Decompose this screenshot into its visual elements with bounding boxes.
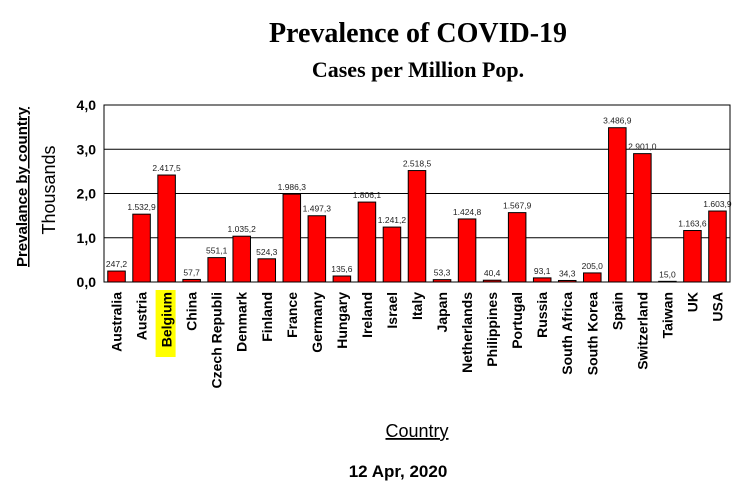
data-label: 1.497,3 xyxy=(303,204,332,214)
data-label: 1.532,9 xyxy=(127,202,156,212)
data-label: 247,2 xyxy=(106,259,128,269)
date-footer: 12 Apr, 2020 xyxy=(349,462,448,481)
data-label: 3.486,9 xyxy=(603,116,632,126)
x-tick-labels: Australia Austria Belgium China Czech Republ… xyxy=(109,290,725,388)
data-label: 1.035,2 xyxy=(228,224,257,234)
x-tick-label: Italy xyxy=(409,292,425,320)
bar xyxy=(683,230,702,283)
bar xyxy=(583,272,602,283)
data-labels: 247,2 1.532,9 2.417,5 57,7 551,1 1.035,2 524,3… xyxy=(106,116,732,280)
y-axis-unit: Thousands xyxy=(39,145,59,234)
x-tick-label: Netherlands xyxy=(459,292,475,373)
bar xyxy=(608,127,627,283)
bar xyxy=(282,193,302,283)
bar xyxy=(708,210,727,283)
bar xyxy=(207,257,226,283)
data-label: 34,3 xyxy=(559,268,576,278)
data-label: 2.901,0 xyxy=(628,142,657,152)
bar xyxy=(232,235,251,283)
data-label: 135,6 xyxy=(331,264,353,274)
y-tick-label: 1,0 xyxy=(77,230,97,246)
x-tick-label: Denmark xyxy=(234,292,250,352)
x-tick-label: Spain xyxy=(609,292,625,330)
bar xyxy=(633,153,652,283)
x-tick-label: Belgium xyxy=(159,292,175,347)
y-tick-label: 3,0 xyxy=(77,141,97,157)
chart-title: Prevalence of COVID-19 xyxy=(269,18,567,49)
x-tick-label: Portugal xyxy=(509,292,525,349)
x-tick-label: Taiwan xyxy=(659,292,675,338)
bars xyxy=(107,127,727,283)
data-label: 93,1 xyxy=(534,266,551,276)
x-tick-label: South Korea xyxy=(584,292,600,375)
x-tick-label: Finland xyxy=(259,292,275,342)
data-label: 205,0 xyxy=(582,261,604,271)
data-label: 2.417,5 xyxy=(152,163,181,173)
data-label: 1.603,9 xyxy=(703,199,732,209)
data-label: 1.986,3 xyxy=(278,182,307,192)
x-tick-label: Australia xyxy=(109,292,125,352)
bar xyxy=(457,218,477,283)
bar xyxy=(132,213,151,283)
chart-subtitle: Cases per Million Pop. xyxy=(312,57,524,82)
bar xyxy=(407,170,427,283)
y-tick-label: 4,0 xyxy=(77,97,97,113)
x-tick-label: Czech Republi xyxy=(209,292,225,388)
bar xyxy=(157,174,176,283)
bar xyxy=(532,277,552,283)
bar xyxy=(257,258,277,283)
x-tick-label: Israel xyxy=(384,292,400,329)
plot-frame xyxy=(103,104,731,283)
x-tick-label: USA xyxy=(709,292,725,322)
data-label: 2.518,5 xyxy=(403,159,432,169)
data-label: 57,7 xyxy=(183,267,200,277)
y-tick-label: 2,0 xyxy=(77,186,97,202)
data-label: 40,4 xyxy=(484,268,501,278)
bar xyxy=(382,226,402,283)
x-tick-label: Ireland xyxy=(359,292,375,338)
bar xyxy=(332,275,352,283)
x-tick-label: South Africa xyxy=(559,292,575,375)
data-label: 524,3 xyxy=(256,247,278,257)
x-tick-label: Germany xyxy=(309,292,325,353)
x-tick-label: Japan xyxy=(434,292,450,332)
y-tick-labels: 0,0 1,0 2,0 3,0 4,0 xyxy=(77,97,97,290)
highlight-box xyxy=(155,290,176,357)
y-axis-label: Prevalance by country xyxy=(14,106,31,267)
x-tick-label: Hungary xyxy=(334,292,350,349)
data-label: 15,0 xyxy=(659,269,676,279)
data-label: 1.241,2 xyxy=(378,215,407,225)
data-label: 1.567,9 xyxy=(503,201,532,211)
y-axis-titles: Prevalance by country Thousands xyxy=(14,106,59,267)
data-label: 53,3 xyxy=(434,268,451,278)
bar xyxy=(357,201,377,283)
x-tick-label: Philippines xyxy=(484,292,500,367)
x-tick-label: China xyxy=(184,292,200,331)
bar xyxy=(307,215,327,283)
x-tick-label: Austria xyxy=(134,292,150,340)
data-label: 1.424,8 xyxy=(453,207,482,217)
data-label: 1.806,1 xyxy=(353,190,382,200)
bar xyxy=(107,270,126,283)
x-tick-label: Russia xyxy=(534,292,550,338)
bar xyxy=(507,212,527,283)
x-tick-label: UK xyxy=(684,292,700,312)
x-tick-label: France xyxy=(284,292,300,338)
x-axis-label: Country xyxy=(385,421,448,441)
data-label: 551,1 xyxy=(206,246,228,256)
x-tick-label: Switzerland xyxy=(634,292,650,370)
data-label: 1.163,6 xyxy=(678,219,707,229)
y-tick-label: 0,0 xyxy=(77,274,97,290)
